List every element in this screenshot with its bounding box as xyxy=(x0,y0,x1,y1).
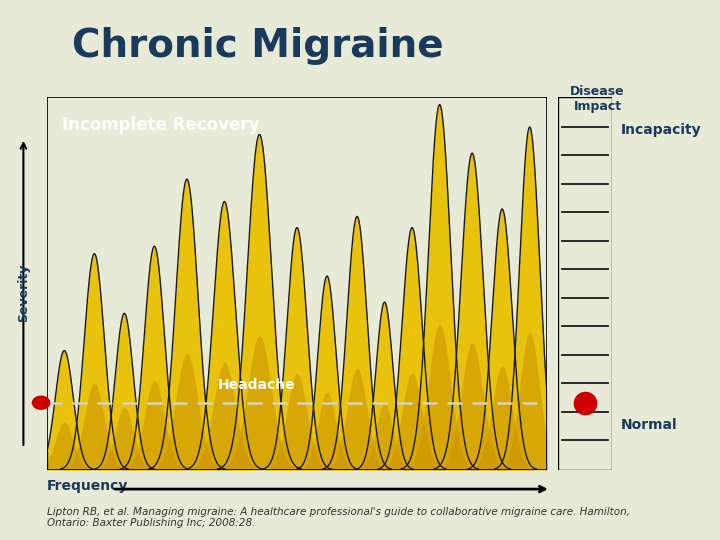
Text: Incapacity: Incapacity xyxy=(621,123,701,137)
Text: Frequency: Frequency xyxy=(47,478,128,492)
Text: Incomplete Recovery: Incomplete Recovery xyxy=(62,116,259,134)
Text: Normal: Normal xyxy=(621,418,678,432)
Text: Severity: Severity xyxy=(17,264,30,322)
Text: Disease
Impact: Disease Impact xyxy=(570,85,625,112)
Text: Chronic Migraine: Chronic Migraine xyxy=(72,28,444,65)
Text: Headache: Headache xyxy=(218,377,296,392)
Text: Lipton RB, et al. Managing migraine: A healthcare professional's guide to collab: Lipton RB, et al. Managing migraine: A h… xyxy=(47,507,630,528)
